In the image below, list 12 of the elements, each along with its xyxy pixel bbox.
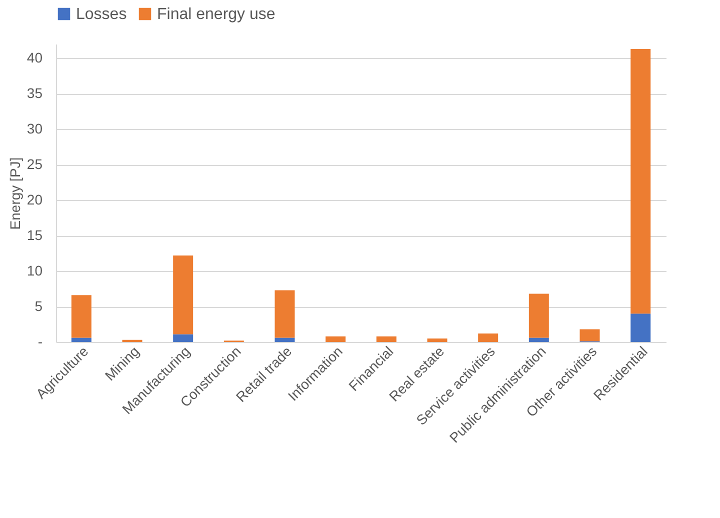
- y-tick-label: 35: [26, 85, 43, 102]
- y-tick-label: 15: [26, 227, 43, 244]
- legend-label: Final energy use: [157, 6, 276, 23]
- y-tick-label: 30: [26, 120, 43, 137]
- y-tick-label: 40: [26, 50, 43, 66]
- y-tick-label: 5: [34, 298, 43, 314]
- y-tick-label: 10: [26, 262, 43, 279]
- legend-label: Losses: [76, 6, 127, 23]
- y-tick-label: 25: [26, 156, 43, 172]
- y-tick-label: 20: [26, 192, 43, 208]
- y-tick-label: -: [38, 334, 43, 350]
- y-axis-title: Energy [PJ]: [6, 157, 23, 230]
